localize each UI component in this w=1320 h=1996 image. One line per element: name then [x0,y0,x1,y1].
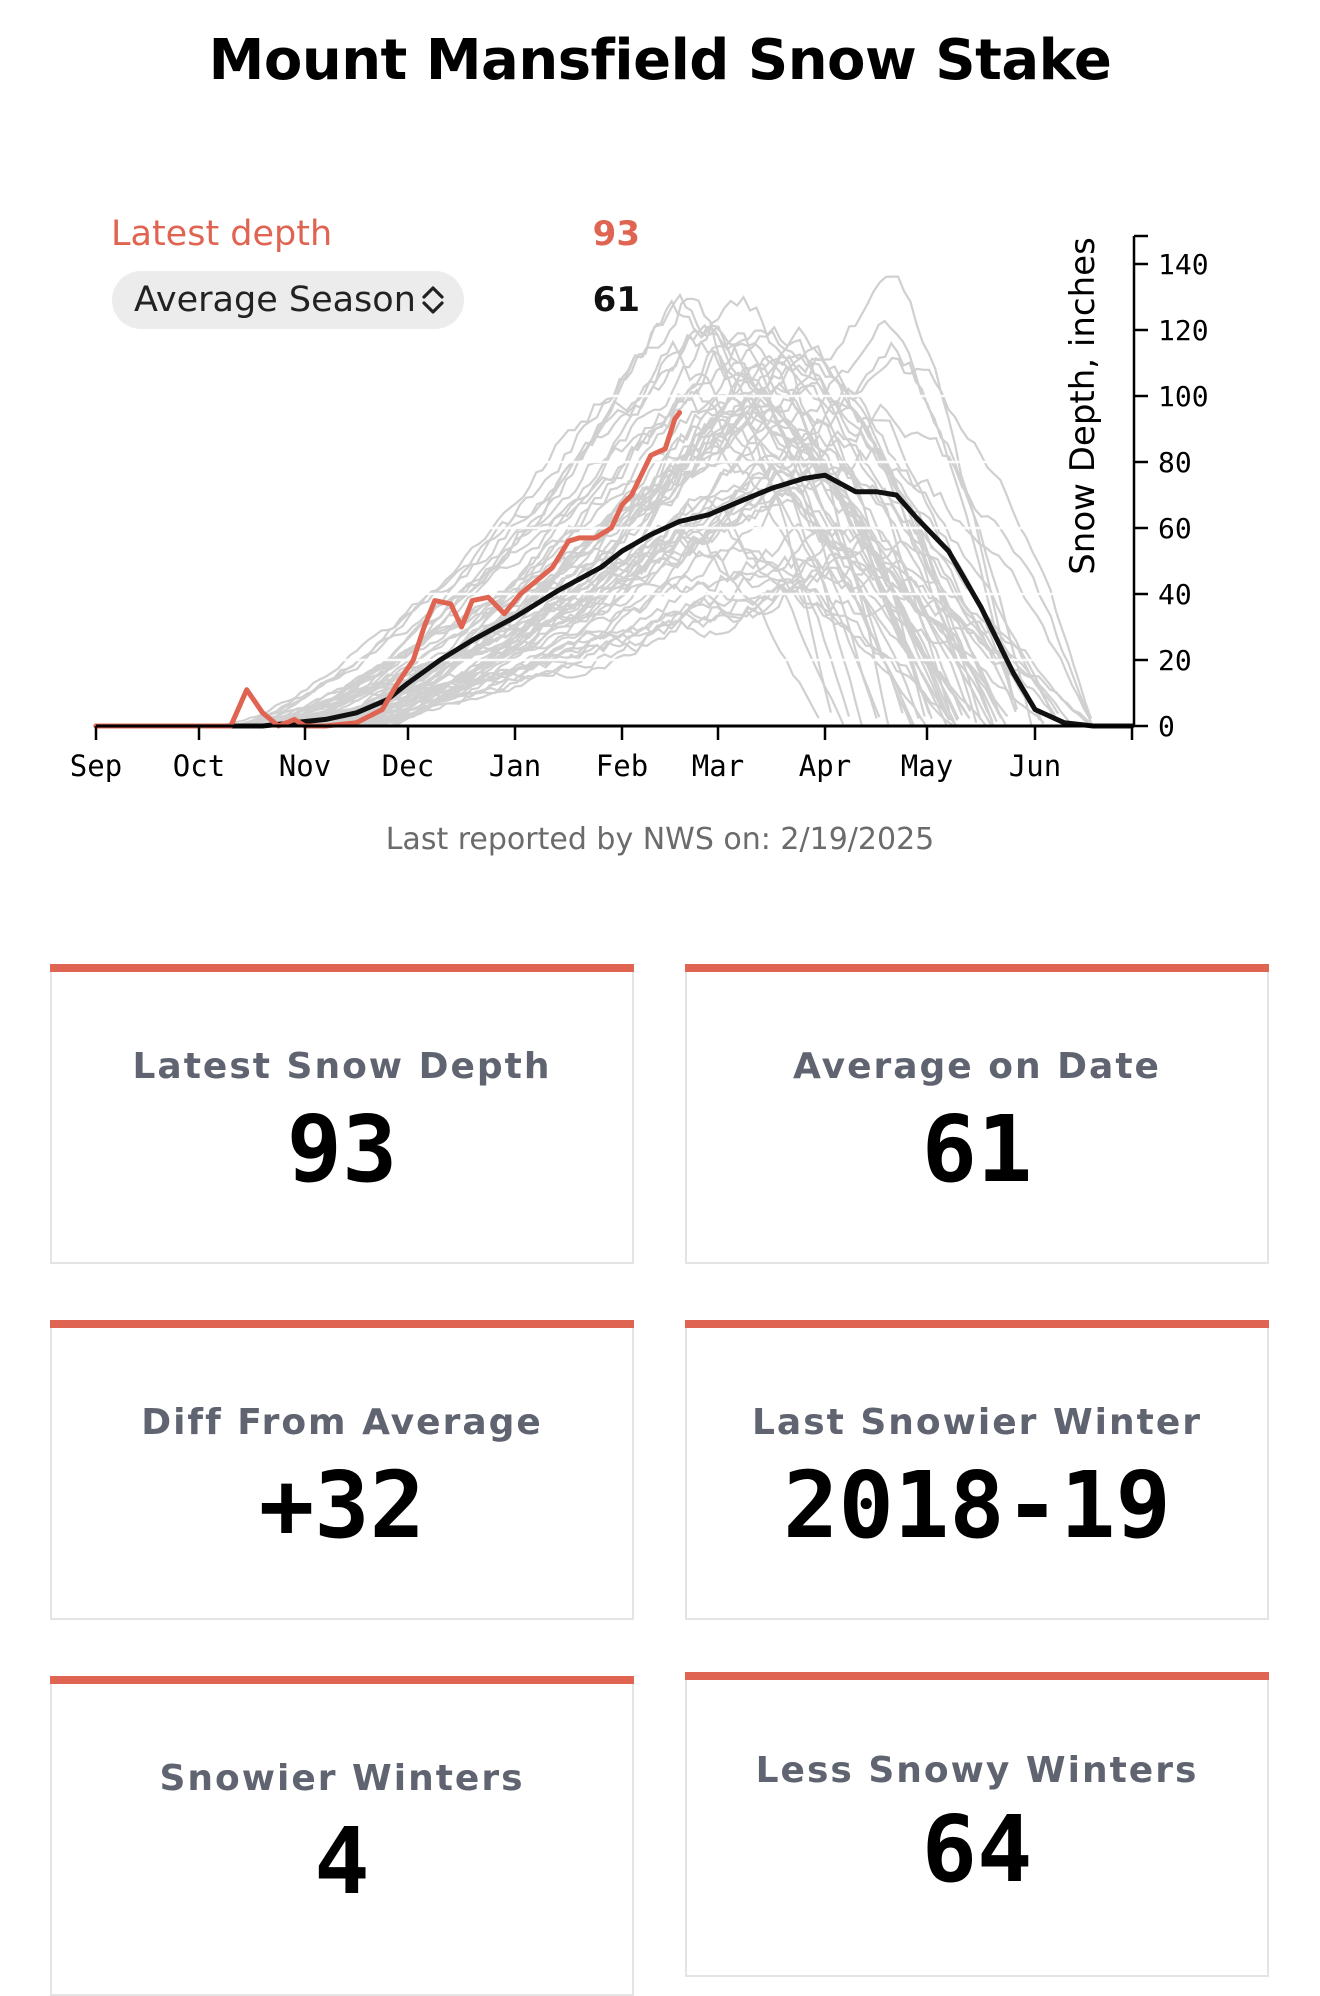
stat-card-less-snowy-winters: Less Snowy Winters 64 [685,1672,1269,1977]
page-title: Mount Mansfield Snow Stake [208,28,1112,93]
y-tick-label: 40 [1158,578,1192,611]
legend-latest-value: 93 [592,214,640,254]
season-select-label: Average Season [134,280,416,320]
axes: Sep Oct Nov Dec Jan Feb Mar Apr May Jun 0 20 40 60 80 1… [70,234,1209,783]
x-tick-label: Nov [279,749,331,783]
history-season-line [273,447,1091,728]
x-tick-label: Apr [799,749,851,783]
legend-average-value: 61 [592,280,640,320]
average-season-select[interactable]: Average Season [112,271,464,329]
history-season-line [277,539,1060,728]
history-season-line [369,423,864,728]
x-tick-label: Jun [1009,749,1061,783]
x-tick-label: Sep [70,749,122,783]
card-value: +32 [258,1452,426,1559]
y-tick-label: 140 [1158,248,1209,281]
x-tick-label: May [901,749,953,783]
y-tick-label: 60 [1158,512,1192,545]
history-season-line [369,486,970,728]
history-season-line [252,362,998,728]
stat-card-average-on-date: Average on Date 61 [685,964,1269,1264]
card-value: 93 [286,1096,398,1203]
grid-lines [335,394,1055,662]
card-label: Average on Date [793,1046,1161,1087]
history-seasons [224,275,1093,728]
card-value: 61 [921,1096,1033,1203]
history-season-line [224,323,931,727]
card-label: Last Snowier Winter [751,1402,1203,1443]
card-accent-bar [685,1320,1269,1328]
x-tick-label: Mar [692,749,744,783]
y-axis-label: Snow Depth, inches [1063,237,1103,575]
y-tick-label: 80 [1158,446,1192,479]
stat-card-last-snowier-winter: Last Snowier Winter 2018-19 [685,1320,1269,1620]
x-tick-label: Jan [489,749,541,783]
y-tick-label: 120 [1158,314,1209,347]
card-value: 2018-19 [783,1452,1171,1559]
chevron-up-down-icon [422,286,444,314]
stat-card-diff-from-average: Diff From Average +32 [50,1320,634,1620]
x-tick-label: Feb [596,749,648,783]
y-tick-label: 100 [1158,380,1209,413]
history-season-line [240,350,915,728]
card-accent-bar [685,964,1269,972]
legend-latest-label: Latest depth [111,214,333,254]
history-season-line [231,325,951,728]
y-tick-label: 0 [1158,710,1175,743]
x-tick-label: Dec [382,749,434,783]
history-season-line [356,564,1063,726]
stat-card-snowier-winters: Snowier Winters 4 [50,1676,634,1996]
history-season-line [280,528,1074,727]
card-accent-bar [685,1672,1269,1680]
history-season-line [272,356,1019,728]
stat-card-latest-snow-depth: Latest Snow Depth 93 [50,964,634,1264]
x-tick-label: Oct [173,749,225,783]
card-accent-bar [50,1320,634,1328]
last-reported-note: Last reported by NWS on: 2/19/2025 [385,822,935,857]
card-value: 64 [921,1796,1033,1903]
history-season-line [318,356,1093,727]
card-label: Less Snowy Winters [755,1750,1199,1791]
history-season-line [276,295,890,726]
latest-season-line [93,410,683,729]
card-value: 4 [314,1808,370,1915]
history-season-line [367,448,1056,727]
history-season-line [370,465,1042,728]
card-accent-bar [50,964,634,972]
card-label: Diff From Average [141,1402,543,1443]
card-accent-bar [50,1676,634,1684]
card-label: Snowier Winters [159,1758,525,1799]
card-label: Latest Snow Depth [132,1046,552,1087]
y-tick-label: 20 [1158,644,1192,677]
snow-depth-chart: Sep Oct Nov Dec Jan Feb Mar Apr May Jun 0 20 40 60 80 1… [70,234,1209,783]
